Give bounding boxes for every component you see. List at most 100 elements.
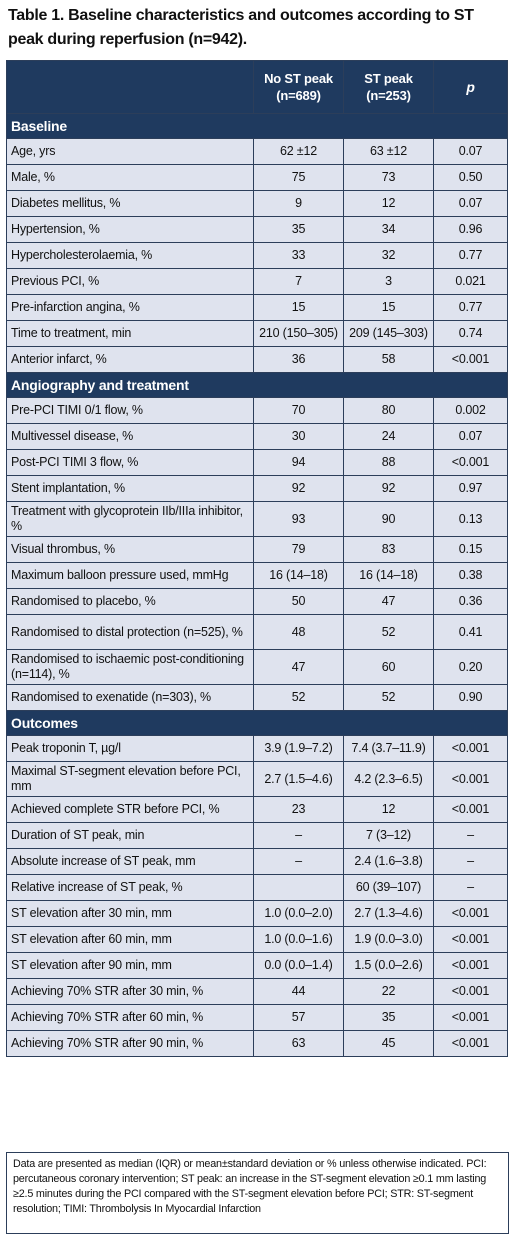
cell-no-st-peak: 9 bbox=[253, 190, 344, 217]
cell-no-st-peak: 210 (150–305) bbox=[253, 320, 344, 347]
cell-st-peak: 45 bbox=[343, 1030, 434, 1057]
cell-no-st-peak: – bbox=[253, 848, 344, 875]
cell-p-value: <0.001 bbox=[433, 900, 508, 927]
row-label: Previous PCI, % bbox=[6, 268, 254, 295]
col-header-p: p bbox=[433, 60, 508, 114]
cell-p-value: 0.021 bbox=[433, 268, 508, 295]
cell-no-st-peak: 15 bbox=[253, 294, 344, 321]
section-heading: Baseline bbox=[6, 113, 508, 139]
row-label: Randomised to placebo, % bbox=[6, 588, 254, 615]
cell-no-st-peak: 92 bbox=[253, 475, 344, 502]
table-header-row: No ST peak (n=689) ST peak (n=253) p bbox=[6, 60, 508, 114]
table-row: Pre-infarction angina, % 15 15 0.77 bbox=[6, 294, 508, 321]
table-row: Pre-PCI TIMI 0/1 flow, % 70 80 0.002 bbox=[6, 397, 508, 424]
cell-p-value: <0.001 bbox=[433, 952, 508, 979]
section-heading-row: Baseline bbox=[6, 113, 508, 139]
cell-no-st-peak: 0.0 (0.0–1.4) bbox=[253, 952, 344, 979]
table-row: ST elevation after 90 min, mm 0.0 (0.0–1.… bbox=[6, 952, 508, 979]
table-row: Randomised to placebo, % 50 47 0.36 bbox=[6, 588, 508, 615]
cell-p-value: 0.002 bbox=[433, 397, 508, 424]
table-row: Relative increase of ST peak, % 60 (39–10… bbox=[6, 874, 508, 901]
cell-p-value: 0.77 bbox=[433, 294, 508, 321]
cell-st-peak: 15 bbox=[343, 294, 434, 321]
cell-no-st-peak: 94 bbox=[253, 449, 344, 476]
cell-p-value: <0.001 bbox=[433, 796, 508, 823]
cell-p-value: – bbox=[433, 874, 508, 901]
cell-st-peak: 2.4 (1.6–3.8) bbox=[343, 848, 434, 875]
row-label: Hypertension, % bbox=[6, 216, 254, 243]
table-row: Randomised to distal protection (n=525),… bbox=[6, 614, 508, 650]
cell-p-value: 0.07 bbox=[433, 423, 508, 450]
cell-no-st-peak: 47 bbox=[253, 649, 344, 685]
cell-no-st-peak: 70 bbox=[253, 397, 344, 424]
cell-no-st-peak: 1.0 (0.0–1.6) bbox=[253, 926, 344, 953]
cell-no-st-peak: 36 bbox=[253, 346, 344, 373]
cell-no-st-peak: 16 (14–18) bbox=[253, 562, 344, 589]
table-row: Multivessel disease, % 30 24 0.07 bbox=[6, 423, 508, 450]
cell-st-peak: 12 bbox=[343, 190, 434, 217]
row-label: ST elevation after 60 min, mm bbox=[6, 926, 254, 953]
cell-p-value: <0.001 bbox=[433, 978, 508, 1005]
row-label: Post-PCI TIMI 3 flow, % bbox=[6, 449, 254, 476]
cell-st-peak: 2.7 (1.3–4.6) bbox=[343, 900, 434, 927]
cell-st-peak: 92 bbox=[343, 475, 434, 502]
row-label: Peak troponin T, µg/l bbox=[6, 735, 254, 762]
cell-p-value: <0.001 bbox=[433, 761, 508, 797]
row-label: Achieving 70% STR after 30 min, % bbox=[6, 978, 254, 1005]
table-row: ST elevation after 60 min, mm 1.0 (0.0–1.… bbox=[6, 926, 508, 953]
cell-st-peak: 24 bbox=[343, 423, 434, 450]
row-label: Pre-PCI TIMI 0/1 flow, % bbox=[6, 397, 254, 424]
cell-st-peak: 52 bbox=[343, 684, 434, 711]
cell-p-value: 0.50 bbox=[433, 164, 508, 191]
cell-st-peak: 209 (145–303) bbox=[343, 320, 434, 347]
row-label: Time to treatment, min bbox=[6, 320, 254, 347]
table-row: Post-PCI TIMI 3 flow, % 94 88 <0.001 bbox=[6, 449, 508, 476]
row-label: Randomised to distal protection (n=525),… bbox=[6, 614, 254, 650]
cell-no-st-peak: – bbox=[253, 822, 344, 849]
cell-p-value: <0.001 bbox=[433, 1030, 508, 1057]
table-row: Peak troponin T, µg/l 3.9 (1.9–7.2) 7.4 (3… bbox=[6, 735, 508, 762]
row-label: Randomised to exenatide (n=303), % bbox=[6, 684, 254, 711]
table-row: Maximal ST-segment elevation before PCI,… bbox=[6, 761, 508, 797]
cell-no-st-peak: 2.7 (1.5–4.6) bbox=[253, 761, 344, 797]
cell-no-st-peak: 30 bbox=[253, 423, 344, 450]
table-row: Diabetes mellitus, % 9 12 0.07 bbox=[6, 190, 508, 217]
cell-no-st-peak bbox=[253, 874, 344, 901]
cell-st-peak: 58 bbox=[343, 346, 434, 373]
table-row: Hypercholesterolaemia, % 33 32 0.77 bbox=[6, 242, 508, 269]
cell-p-value: 0.07 bbox=[433, 138, 508, 165]
cell-no-st-peak: 79 bbox=[253, 536, 344, 563]
cell-p-value: 0.77 bbox=[433, 242, 508, 269]
table-row: Time to treatment, min 210 (150–305) 209 (… bbox=[6, 320, 508, 347]
table-row: Stent implantation, % 92 92 0.97 bbox=[6, 475, 508, 502]
table-row: Duration of ST peak, min –7 (3–12) – bbox=[6, 822, 508, 849]
cell-no-st-peak: 57 bbox=[253, 1004, 344, 1031]
cell-st-peak: 34 bbox=[343, 216, 434, 243]
cell-p-value: 0.41 bbox=[433, 614, 508, 650]
cell-p-value: <0.001 bbox=[433, 926, 508, 953]
cell-st-peak: 88 bbox=[343, 449, 434, 476]
row-label: Relative increase of ST peak, % bbox=[6, 874, 254, 901]
cell-st-peak: 60 bbox=[343, 649, 434, 685]
cell-no-st-peak: 52 bbox=[253, 684, 344, 711]
row-label: Achieving 70% STR after 90 min, % bbox=[6, 1030, 254, 1057]
table-title: Table 1. Baseline characteristics and ou… bbox=[8, 7, 474, 48]
cell-st-peak: 1.9 (0.0–3.0) bbox=[343, 926, 434, 953]
row-label: Age, yrs bbox=[6, 138, 254, 165]
section-heading: Outcomes bbox=[6, 710, 508, 736]
row-label: Achieved complete STR before PCI, % bbox=[6, 796, 254, 823]
cell-st-peak: 83 bbox=[343, 536, 434, 563]
cell-no-st-peak: 23 bbox=[253, 796, 344, 823]
row-label: Male, % bbox=[6, 164, 254, 191]
cell-st-peak: 7.4 (3.7–11.9) bbox=[343, 735, 434, 762]
table-row: Randomised to ischaemic post-conditionin… bbox=[6, 649, 508, 685]
cell-st-peak: 1.5 (0.0–2.6) bbox=[343, 952, 434, 979]
cell-no-st-peak: 50 bbox=[253, 588, 344, 615]
table-row: Anterior infarct, % 36 58 <0.001 bbox=[6, 346, 508, 373]
row-label: Maximum balloon pressure used, mmHg bbox=[6, 562, 254, 589]
row-label: ST elevation after 90 min, mm bbox=[6, 952, 254, 979]
table-row: Age, yrs 62 ±12 63 ±12 0.07 bbox=[6, 138, 508, 165]
cell-p-value: <0.001 bbox=[433, 346, 508, 373]
row-label: Anterior infarct, % bbox=[6, 346, 254, 373]
cell-st-peak: 80 bbox=[343, 397, 434, 424]
